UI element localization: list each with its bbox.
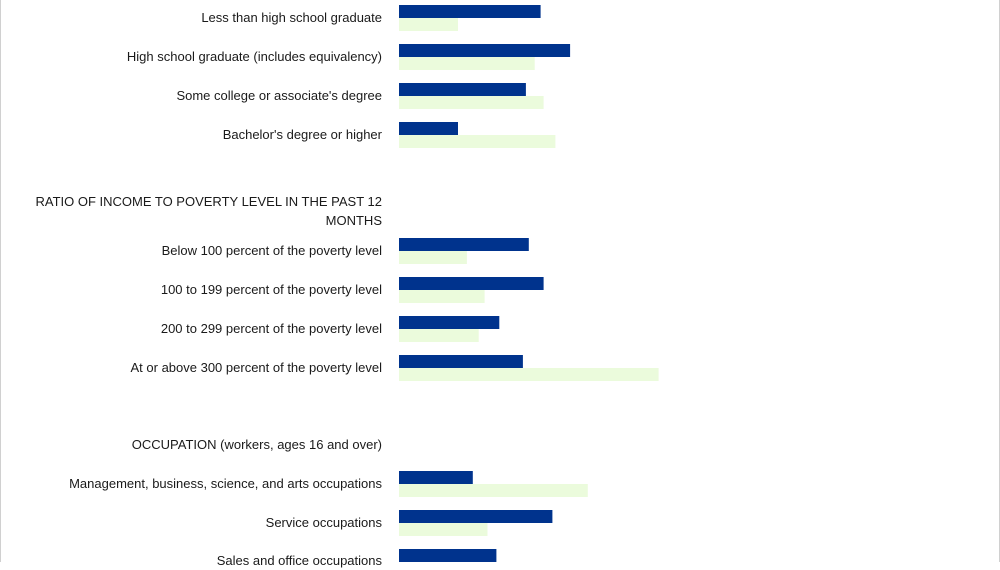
bar-series-1-1: [399, 57, 535, 70]
bar-series-1-3: [399, 135, 556, 148]
section-header-occupation: OCCUPATION (workers, ages 16 and over): [131, 437, 382, 452]
bar-series-0-11: [399, 510, 553, 523]
bar-series-0-5: [399, 238, 529, 251]
bar-series-1-0: [399, 18, 458, 31]
category-label: Management, business, science, and arts …: [69, 476, 382, 491]
bar-series-0-3: [399, 122, 458, 135]
bar-series-1-7: [399, 329, 479, 342]
category-label: At or above 300 percent of the poverty l…: [130, 360, 383, 375]
bar-series-1-6: [399, 290, 485, 303]
bar-series-1-8: [399, 368, 659, 381]
category-label: Sales and office occupations: [216, 553, 382, 568]
bar-series-0-0: [399, 5, 541, 18]
category-label: Below 100 percent of the poverty level: [161, 243, 382, 258]
section-header-poverty: RATIO OF INCOME TO POVERTY LEVEL IN THE …: [35, 194, 382, 228]
category-label: Less than high school graduate: [201, 10, 382, 25]
category-label: 100 to 199 percent of the poverty level: [160, 282, 382, 297]
bar-series-1-10: [399, 484, 588, 497]
category-label: Service occupations: [265, 515, 382, 530]
bar-series-0-7: [399, 316, 500, 329]
category-label: High school graduate (includes equivalen…: [126, 49, 382, 64]
bar-series-1-5: [399, 251, 467, 264]
bar-series-1-2: [399, 96, 544, 109]
bar-series-0-10: [399, 471, 473, 484]
category-label: Bachelor's degree or higher: [222, 127, 382, 142]
bar-series-0-8: [399, 355, 523, 368]
bar-series-0-1: [399, 44, 571, 57]
bar-series-0-12: [399, 549, 497, 562]
bar-series-0-6: [399, 277, 544, 290]
category-label: 200 to 299 percent of the poverty level: [160, 321, 382, 336]
bar-series-0-2: [399, 83, 526, 96]
category-label: Some college or associate's degree: [176, 88, 382, 103]
bar-series-1-11: [399, 523, 488, 536]
